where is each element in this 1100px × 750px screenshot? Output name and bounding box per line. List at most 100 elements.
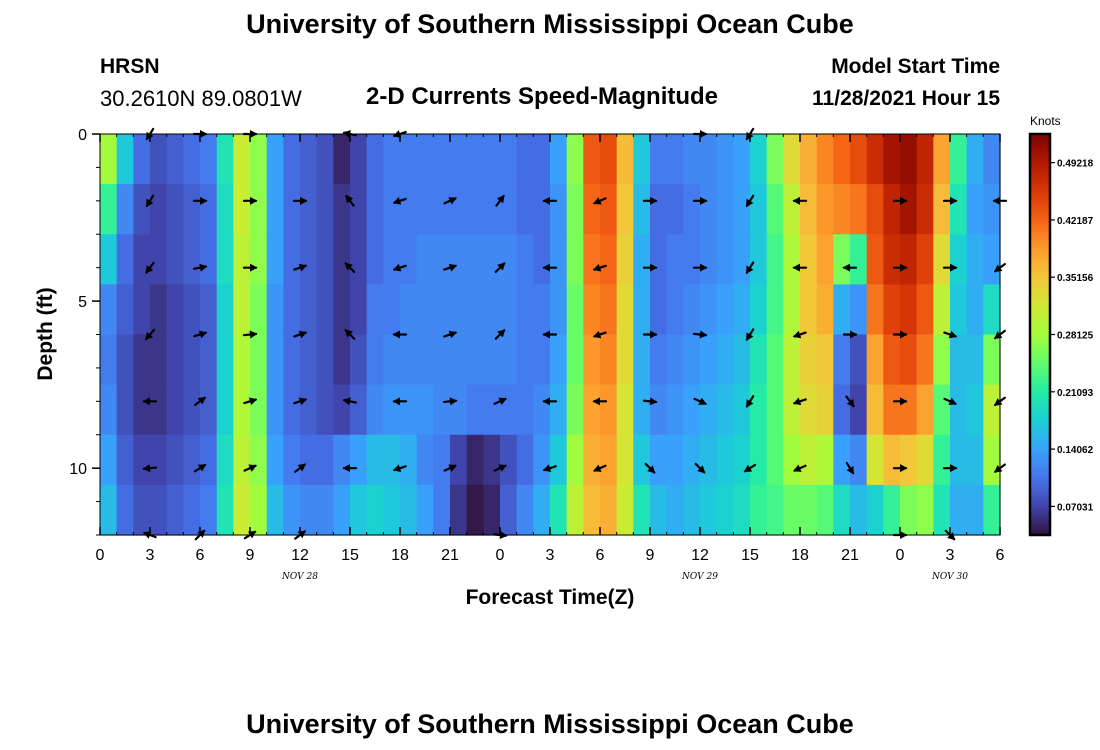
heatmap-cell — [633, 184, 651, 235]
current-arrow — [593, 464, 607, 472]
heatmap-cell — [350, 134, 368, 185]
heatmap-cell — [350, 284, 368, 336]
heatmap-cell — [133, 284, 151, 336]
heatmap-cell — [316, 234, 334, 285]
heatmap-cell — [216, 284, 234, 336]
heatmap-cell — [566, 284, 584, 336]
heatmap-cell — [600, 284, 618, 336]
heatmap-cell — [883, 284, 901, 336]
heatmap-cell — [116, 334, 134, 386]
heatmap-cell — [750, 484, 768, 536]
heatmap-cell — [266, 384, 284, 436]
x-tick-label: 18 — [791, 547, 809, 564]
heatmap-cell — [583, 384, 601, 436]
heatmap-cell — [316, 334, 334, 386]
heatmap-cell — [100, 134, 118, 185]
heatmap-cell — [633, 484, 651, 536]
heatmap-cell — [733, 484, 751, 536]
heatmap-cell — [550, 384, 568, 436]
heatmap-cell — [250, 384, 268, 436]
heatmap-cell — [200, 234, 218, 285]
heatmap-cell — [533, 484, 551, 536]
current-arrow — [342, 464, 358, 473]
heatmap-cell — [716, 284, 734, 336]
current-arrow — [442, 397, 458, 406]
heatmap-cell — [933, 434, 951, 486]
heatmap-cell — [833, 234, 851, 285]
heatmap-cell — [400, 234, 418, 285]
x-tick-label: 3 — [546, 547, 555, 564]
heatmap-cell — [783, 434, 801, 486]
heatmap-cell — [166, 134, 184, 185]
heatmap-cell — [133, 334, 151, 386]
heatmap-cell — [533, 334, 551, 386]
heatmap-cell — [183, 284, 201, 336]
heatmap-cell — [933, 484, 951, 536]
heatmap-cell — [816, 384, 834, 436]
heatmap-cell — [883, 384, 901, 436]
heatmap-cell — [466, 334, 484, 386]
heatmap-cell — [700, 334, 718, 386]
current-arrow — [193, 330, 208, 339]
heatmap-cell — [616, 284, 634, 336]
heatmap-cell — [883, 134, 901, 185]
current-arrow — [542, 196, 558, 205]
heatmap-cell — [216, 184, 234, 235]
heatmap-cell — [616, 134, 634, 185]
heatmap-cell — [950, 434, 968, 486]
heatmap-cell — [966, 334, 984, 386]
current-arrow — [243, 397, 258, 406]
heatmap-cell — [450, 134, 468, 185]
x-tick-label: 6 — [596, 547, 605, 564]
heatmap-cell — [166, 284, 184, 336]
heatmap-cell — [500, 384, 518, 436]
current-arrow — [494, 262, 506, 274]
heatmap-cell — [300, 134, 318, 185]
heatmap-cell — [933, 184, 951, 235]
heatmap-cell — [766, 284, 784, 336]
heatmap-cell — [416, 484, 434, 536]
current-arrow — [642, 263, 658, 272]
model-start-label: Model Start Time — [831, 55, 1000, 78]
colorbar-tick-label: 0.49218 — [1057, 159, 1094, 170]
heatmap-cell — [616, 434, 634, 486]
current-arrow — [693, 397, 707, 405]
heatmap-cell — [333, 284, 351, 336]
heatmap-cell — [983, 384, 1001, 436]
heatmap-cell — [900, 184, 918, 235]
heatmap-cell — [400, 334, 418, 386]
heatmap-cell — [266, 184, 284, 235]
heatmap-cell — [716, 484, 734, 536]
heatmap-cell — [933, 384, 951, 436]
x-tick-label: 3 — [146, 547, 155, 564]
heatmap-cell — [866, 434, 884, 486]
footer-title: University of Southern Mississippi Ocean… — [246, 709, 854, 739]
heatmap-cell — [700, 184, 718, 235]
heatmap-cell — [283, 284, 301, 336]
heatmap-cell — [866, 484, 884, 536]
heatmap-cell — [200, 284, 218, 336]
heatmap-cell — [150, 484, 168, 536]
heatmap-cell — [316, 284, 334, 336]
heatmap-cell — [450, 434, 468, 486]
heatmap-cell — [116, 184, 134, 235]
heatmap-cell — [966, 434, 984, 486]
heatmap-cell — [300, 484, 318, 536]
heatmap-cell — [900, 434, 918, 486]
heatmap-cell — [683, 384, 701, 436]
x-tick-label: 9 — [246, 547, 255, 564]
heatmap-cell — [433, 384, 451, 436]
page-title: University of Southern Mississippi Ocean… — [246, 9, 854, 39]
x-tick-label: 12 — [291, 547, 309, 564]
heatmap-cell — [466, 484, 484, 536]
x-tick-label: 21 — [841, 547, 859, 564]
current-arrow — [145, 261, 155, 274]
heatmap-cell — [450, 234, 468, 285]
heatmap-cell — [183, 484, 201, 536]
heatmap-cell — [433, 284, 451, 336]
current-arrow — [692, 263, 708, 272]
heatmap-cell — [533, 184, 551, 235]
heatmap-cell — [916, 334, 934, 386]
x-tick-label: 0 — [96, 547, 105, 564]
station-code: HRSN — [100, 55, 160, 78]
